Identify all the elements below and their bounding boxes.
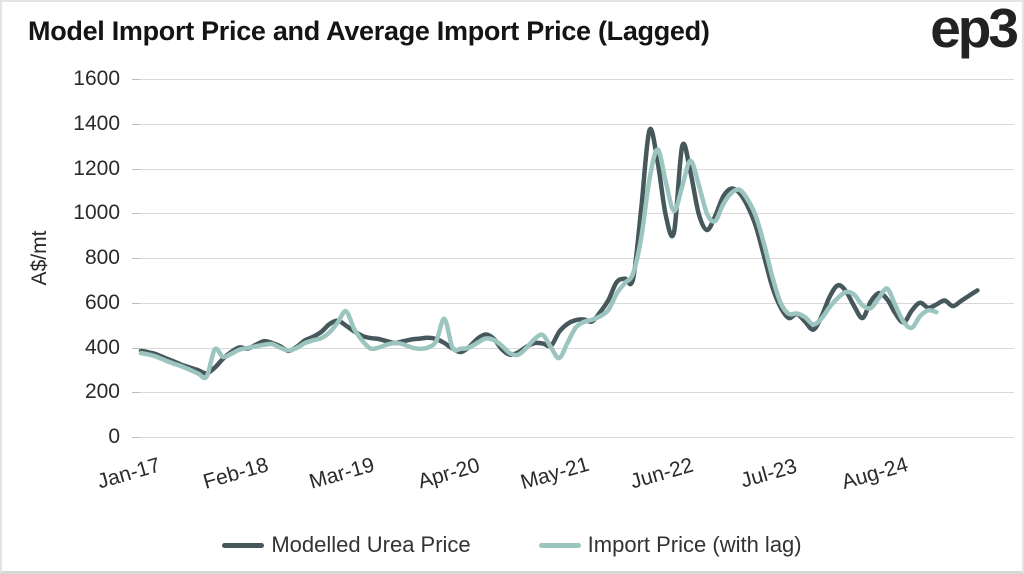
y-tick-mark [132,347,140,349]
x-tick-label: Jan-17 [94,453,163,494]
series-line-0 [138,126,980,376]
gridline [140,213,1014,215]
x-tick-label: Apr-20 [415,453,483,494]
y-tick-mark [132,213,140,215]
gridline [140,392,1014,394]
y-tick-label: 1400 [73,111,120,135]
y-axis-title: A$/mt [28,230,51,286]
y-tick-mark [132,168,140,170]
gridline [140,347,1014,349]
y-tick-label: 1200 [73,156,120,180]
legend-label-import-price-with-lag: Import Price (with lag) [587,532,802,557]
y-tick-mark [132,258,140,259]
y-tick-label: 1000 [73,201,120,225]
y-tick-label: 1600 [73,67,120,90]
legend-item-import-price-with-lag: Import Price (with lag) [538,532,802,558]
gridline [140,258,1014,259]
y-tick-mark [132,123,140,125]
modelled-urea-line-swatch [222,542,265,548]
y-tick-label: 800 [84,246,120,269]
series-line-1 [138,147,939,381]
gridline [140,302,1014,304]
y-tick-mark [132,392,140,394]
y-tick-mark [132,437,140,438]
y-tick-label: 400 [84,335,120,359]
x-tick-label: Aug-24 [839,453,911,494]
gridline [140,437,1014,438]
x-tick-label: Jun-22 [627,453,696,494]
gridline [140,79,1014,80]
x-tick-label: Jul-23 [737,454,800,493]
y-tick-mark [132,79,140,80]
legend-item-modelled-urea-price: Modelled Urea Price [222,532,471,558]
y-tick-mark [132,302,140,304]
gridline [140,123,1014,125]
x-tick-label: Mar-19 [306,453,378,494]
ep3-logo: ep3 [930,0,1019,59]
legend-label-modelled-urea-price: Modelled Urea Price [271,532,471,557]
chart-title: Model Import Price and Average Import Pr… [28,16,710,46]
y-tick-label: 600 [84,290,120,314]
y-tick-label: 200 [84,380,120,404]
gridline [140,168,1014,170]
chart-legend: Modelled Urea Price Import Price (with l… [2,528,1022,562]
y-tick-label: 0 [108,425,120,448]
import-price-line-swatch [538,542,581,548]
x-tick-label: May-21 [518,452,593,495]
x-tick-label: Feb-18 [200,453,271,494]
